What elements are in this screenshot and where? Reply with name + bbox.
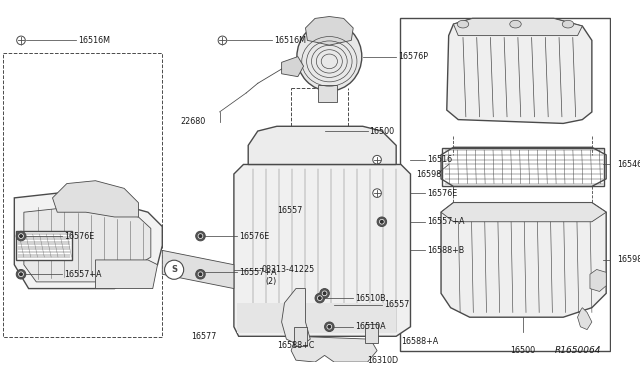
Text: 16516M: 16516M — [274, 36, 306, 45]
Circle shape — [317, 296, 322, 301]
Polygon shape — [52, 181, 138, 217]
Polygon shape — [441, 203, 606, 222]
Bar — [318, 85, 337, 102]
Polygon shape — [14, 193, 163, 289]
Text: 16557+A: 16557+A — [239, 268, 276, 277]
Text: 16510B: 16510B — [355, 294, 386, 302]
Text: 16546: 16546 — [618, 160, 640, 169]
Text: 16516: 16516 — [427, 155, 452, 164]
Circle shape — [320, 289, 330, 298]
Text: S: S — [171, 265, 177, 274]
Text: 16588+B: 16588+B — [427, 246, 464, 255]
Bar — [3, 53, 162, 337]
Polygon shape — [163, 250, 234, 289]
Text: 16500: 16500 — [369, 126, 395, 135]
Polygon shape — [16, 231, 72, 260]
Text: (2): (2) — [266, 277, 276, 286]
Circle shape — [198, 272, 203, 277]
Circle shape — [16, 269, 26, 279]
Text: 16598: 16598 — [618, 256, 640, 264]
Circle shape — [324, 322, 334, 331]
Ellipse shape — [563, 20, 573, 28]
Polygon shape — [95, 260, 157, 289]
Polygon shape — [365, 324, 378, 343]
Text: 16516M: 16516M — [78, 36, 110, 45]
Polygon shape — [282, 289, 310, 346]
Polygon shape — [234, 164, 410, 336]
Polygon shape — [294, 327, 307, 346]
Ellipse shape — [297, 22, 362, 91]
Text: 16576E: 16576E — [427, 189, 457, 198]
Bar — [400, 17, 610, 352]
Text: 22680: 22680 — [180, 117, 205, 126]
Circle shape — [17, 36, 26, 45]
Polygon shape — [291, 336, 377, 362]
Polygon shape — [305, 16, 353, 45]
Circle shape — [315, 294, 324, 303]
Circle shape — [196, 269, 205, 279]
Polygon shape — [447, 19, 592, 124]
Text: R1650064: R1650064 — [555, 346, 602, 355]
Polygon shape — [237, 303, 396, 333]
Circle shape — [380, 219, 384, 224]
Text: 16576P: 16576P — [398, 52, 428, 61]
Circle shape — [372, 155, 381, 164]
Polygon shape — [24, 205, 151, 282]
Ellipse shape — [510, 20, 521, 28]
Text: 16577: 16577 — [191, 332, 216, 341]
Polygon shape — [248, 126, 396, 164]
Text: 16598: 16598 — [416, 170, 441, 179]
Circle shape — [372, 189, 381, 198]
Text: 16557+A: 16557+A — [64, 270, 102, 279]
Text: 08313-41225: 08313-41225 — [262, 265, 315, 274]
Polygon shape — [590, 269, 606, 291]
Text: 16557+A: 16557+A — [427, 217, 464, 226]
Bar — [442, 148, 604, 186]
Text: 16557: 16557 — [384, 300, 409, 309]
Polygon shape — [282, 57, 303, 77]
Polygon shape — [454, 19, 582, 36]
Text: 16557: 16557 — [277, 206, 302, 215]
Text: 16510A: 16510A — [355, 322, 386, 331]
Polygon shape — [441, 203, 606, 317]
Circle shape — [327, 324, 332, 329]
Circle shape — [377, 217, 387, 227]
Circle shape — [218, 36, 227, 45]
Ellipse shape — [457, 20, 468, 28]
Text: 16576E: 16576E — [239, 231, 269, 241]
Circle shape — [196, 231, 205, 241]
Circle shape — [198, 234, 203, 238]
Circle shape — [19, 272, 24, 277]
Text: 16576E: 16576E — [64, 231, 94, 241]
Circle shape — [16, 231, 26, 241]
Text: 16588+C: 16588+C — [277, 341, 314, 350]
Polygon shape — [441, 147, 606, 186]
Circle shape — [164, 260, 184, 279]
Text: 16310D: 16310D — [367, 356, 399, 365]
Circle shape — [19, 234, 24, 238]
Circle shape — [322, 291, 327, 296]
Text: 16588+A: 16588+A — [401, 337, 438, 346]
Polygon shape — [577, 308, 592, 330]
Text: 16500: 16500 — [511, 346, 536, 355]
